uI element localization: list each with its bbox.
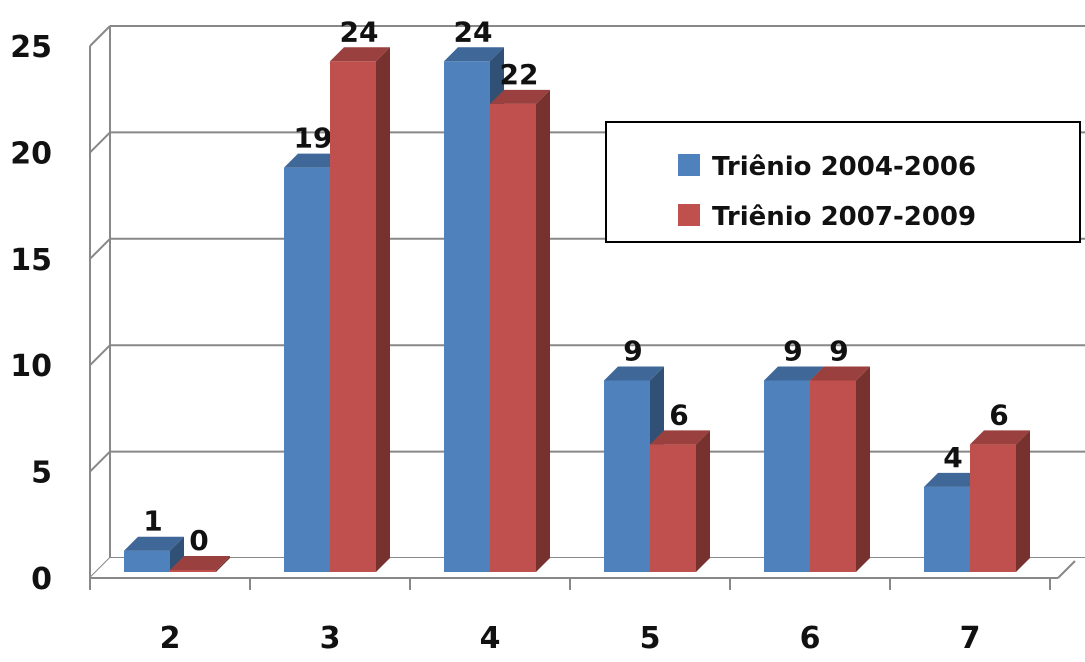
bar-top	[924, 472, 984, 487]
bar-front	[924, 486, 970, 572]
bar-side	[856, 366, 870, 572]
data-label: 19	[294, 122, 333, 155]
legend-label: Triênio 2007-2009	[712, 202, 976, 232]
bar-side	[376, 47, 390, 572]
legend-swatch	[678, 154, 700, 176]
bar-front	[650, 444, 696, 572]
data-label: 9	[623, 334, 642, 367]
bar-top	[604, 366, 664, 381]
bar-top	[170, 556, 230, 570]
y-tick-label: 15	[10, 243, 52, 278]
x-tick-label: 7	[960, 621, 981, 656]
bar-front	[444, 61, 490, 572]
x-tick-label: 2	[160, 621, 181, 656]
bar-top	[284, 153, 344, 168]
bar-front	[810, 380, 856, 572]
data-label: 22	[500, 58, 539, 91]
gridline-connector	[89, 344, 111, 366]
data-label: 24	[340, 15, 379, 48]
x-tick-label: 6	[800, 621, 821, 656]
y-tick-label: 10	[10, 349, 52, 384]
gridline-connector	[89, 238, 111, 260]
bar-top	[650, 430, 710, 445]
bar-front	[124, 550, 170, 572]
y-tick-label: 0	[31, 562, 52, 597]
y-tick-label: 5	[31, 456, 52, 491]
data-label: 6	[669, 398, 688, 431]
data-label: 24	[454, 15, 493, 48]
bar-top	[490, 89, 550, 104]
gridline-connector	[89, 25, 111, 47]
bar-top	[330, 47, 390, 62]
bar-top	[124, 536, 184, 551]
data-label: 0	[189, 524, 208, 557]
x-tick-label: 3	[320, 621, 341, 656]
bar-side	[536, 89, 550, 572]
floor-edge	[1057, 560, 1076, 579]
bar-front	[284, 167, 330, 572]
bar-top	[810, 366, 870, 381]
bar-side	[1016, 430, 1030, 572]
data-label: 9	[829, 334, 848, 367]
data-label: 6	[989, 398, 1008, 431]
bar-front	[330, 61, 376, 572]
bar-front	[490, 103, 536, 572]
y-tick-label: 25	[10, 30, 52, 65]
bar-front	[764, 380, 810, 572]
bar-front	[170, 570, 216, 572]
data-label: 1	[143, 505, 162, 538]
data-label: 4	[943, 441, 962, 474]
bar-top	[444, 47, 504, 62]
x-tick-label: 4	[480, 621, 501, 656]
legend-swatch	[678, 204, 700, 226]
legend-label: Triênio 2004-2006	[712, 152, 976, 182]
gridline-connector	[89, 450, 111, 473]
data-label: 9	[783, 334, 802, 367]
bar-front	[604, 380, 650, 572]
bar-top	[970, 430, 1030, 445]
bar-top	[764, 366, 824, 381]
bar-side	[170, 536, 184, 572]
bar-front	[970, 444, 1016, 572]
y-tick-label: 20	[10, 136, 52, 171]
bar-side	[216, 556, 230, 572]
x-tick-label: 5	[640, 621, 661, 656]
gridline-connector	[89, 131, 111, 154]
bar-side	[696, 430, 710, 572]
